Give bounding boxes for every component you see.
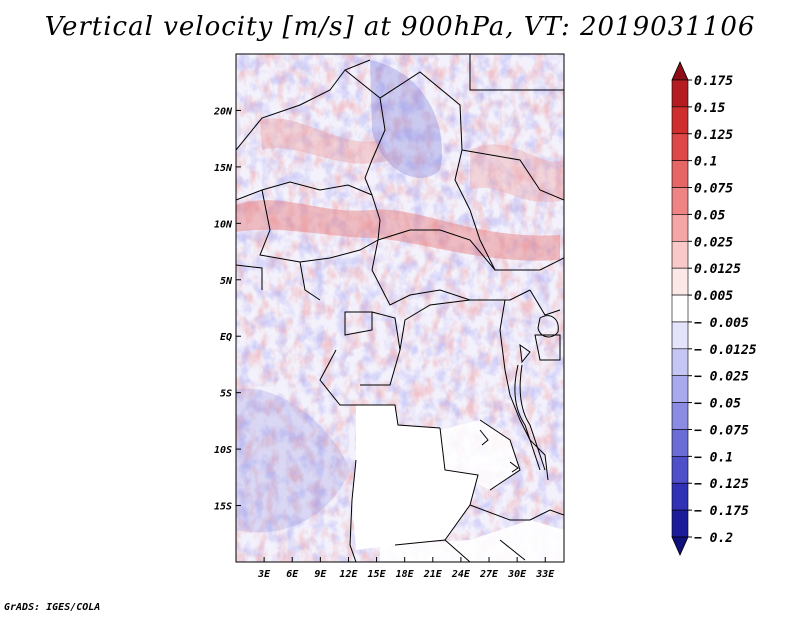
colorbar-segment (671, 321, 689, 350)
blank-region-south (380, 520, 564, 562)
ascent-band-east (470, 144, 564, 203)
colorbar-segment (671, 240, 689, 269)
colorbar-segment (671, 402, 689, 430)
map-title: Vertical velocity [m/s] at 900hPa, VT: 2… (44, 12, 756, 42)
x-tick-label: 15E (368, 569, 387, 580)
x-tick-label: 24E (451, 569, 471, 580)
colorbar-segment (671, 375, 689, 403)
colorbar-segment (671, 79, 689, 108)
colorbar-label: 0.075 (694, 182, 733, 197)
colorbar-label: − 0.075 (694, 423, 749, 438)
colorbar-segment (671, 348, 689, 377)
colorbar-label: − 0.2 (694, 531, 733, 546)
y-tick-label: 10N (214, 219, 233, 230)
x-tick-label: 18E (396, 569, 415, 580)
colorbar-label: − 0.175 (694, 504, 749, 519)
x-tick-label: 27E (479, 569, 499, 580)
x-tick-label: 21E (423, 569, 443, 580)
colorbar-segment (671, 509, 689, 538)
x-tick-label: 30E (507, 569, 527, 580)
subsidence-patch-ocean (236, 388, 350, 533)
colorbar-label: 0.0125 (694, 262, 741, 277)
colorbar-label: − 0.1 (694, 450, 733, 465)
colorbar-segment (671, 160, 689, 188)
y-tick-label: 15N (214, 163, 233, 174)
colorbar-label: − 0.05 (694, 397, 741, 412)
plot-frame (235, 53, 565, 563)
colorbar-min-arrow (671, 536, 689, 556)
colorbar-max-arrow (671, 61, 689, 81)
ascent-band-north (260, 118, 390, 164)
colorbar-label: 0.125 (694, 128, 733, 143)
colorbar-label: − 0.0125 (694, 343, 757, 358)
colorbar-label: 0.025 (694, 235, 733, 250)
colorbar-segment (671, 482, 689, 511)
colorbar-label: 0.15 (694, 101, 725, 116)
colorbar-segment (671, 106, 689, 135)
colorbar-label: 0.05 (694, 208, 725, 223)
colorbar-label: 0.1 (694, 155, 717, 170)
ascent-band-sahel (236, 200, 560, 261)
y-tick-label: 15S (214, 502, 232, 513)
country-boundaries (236, 54, 564, 562)
colorbar-segment (671, 187, 689, 215)
colorbar-label: − 0.025 (694, 370, 749, 385)
y-tick-label: 20N (213, 106, 233, 117)
y-tick-label: 10S (214, 445, 232, 456)
colorbar-segment (671, 133, 689, 161)
colorbar-segment (671, 294, 689, 323)
colorbar-segment (671, 214, 689, 242)
grads-credit: GrADS: IGES/COLA (4, 602, 101, 613)
y-tick-label: 5N (220, 276, 233, 287)
velocity-field (236, 54, 564, 562)
y-tick-label: 5S (220, 389, 232, 400)
colorbar-label: 0.005 (694, 289, 733, 304)
x-tick-label: 3E (257, 569, 271, 580)
x-tick-label: 12E (339, 569, 358, 580)
colorbar: 0.175 0.15 0.125 0.1 0.075 0.05 0.025 0.0125 0.0… (671, 61, 757, 556)
colorbar-segment (671, 429, 689, 457)
x-tick-label: 33E (535, 569, 555, 580)
lake-outlines (479, 315, 559, 473)
x-tick-label: 6E (286, 569, 299, 580)
y-axis: 20N 15N 10N 5N EQ 5S 10S 15S (213, 106, 241, 513)
colorbar-label: − 0.125 (694, 477, 749, 492)
x-axis: 3E 6E 9E 12E 15E 18E 21E 24E 27E 30E 33E (257, 557, 555, 580)
colorbar-segment (671, 456, 689, 484)
subsidence-patch-sahara (370, 60, 442, 178)
colorbar-segment (671, 267, 689, 296)
y-tick-label: EQ (220, 332, 232, 343)
colorbar-label: − 0.005 (694, 316, 749, 331)
colorbar-label: 0.175 (694, 74, 733, 89)
x-tick-label: 9E (314, 569, 327, 580)
blank-region-angola (352, 405, 478, 550)
